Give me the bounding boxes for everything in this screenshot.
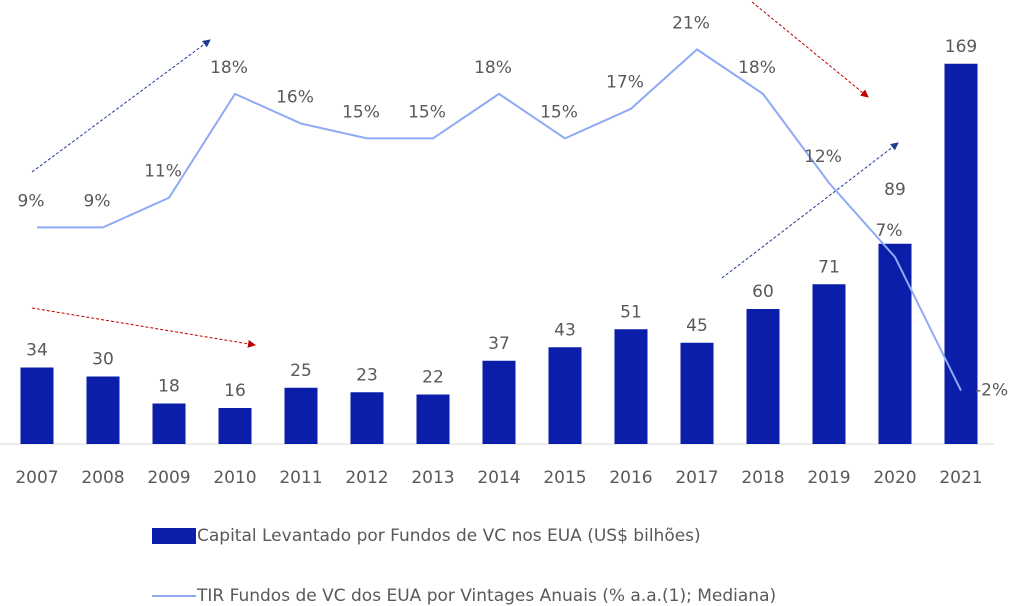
- bar-value-label: 37: [488, 334, 510, 354]
- x-tick-label: 2021: [939, 468, 982, 488]
- line-value-label: 17%: [606, 73, 644, 93]
- bar: [878, 243, 912, 444]
- bar: [350, 392, 384, 444]
- line-value-label: 9%: [84, 191, 111, 211]
- bar-value-label: 43: [554, 320, 576, 340]
- bar: [746, 309, 780, 444]
- x-tick-label: 2020: [873, 468, 916, 488]
- x-tick-label: 2017: [675, 468, 718, 488]
- bar-value-label: 60: [752, 282, 774, 302]
- bar: [548, 347, 582, 444]
- bar-value-label: 30: [92, 350, 114, 370]
- bar: [680, 342, 714, 444]
- bar-value-label: 25: [290, 361, 312, 381]
- bar-value-label: 51: [620, 302, 642, 322]
- bar-value-label: 18: [158, 377, 180, 397]
- line-value-label: 12%: [804, 147, 842, 167]
- x-tick-label: 2014: [477, 468, 520, 488]
- bar: [416, 394, 450, 444]
- bar-value-label: 45: [686, 316, 708, 336]
- bar: [152, 403, 186, 444]
- x-tick-label: 2008: [81, 468, 124, 488]
- x-tick-label: 2019: [807, 468, 850, 488]
- trend-arrow: [31, 39, 211, 173]
- bar: [614, 329, 648, 444]
- bar-value-label: 34: [26, 341, 48, 361]
- bar: [482, 360, 516, 444]
- line-value-label: 18%: [210, 58, 248, 78]
- bar-value-label: 169: [945, 37, 977, 57]
- x-tick-label: 2016: [609, 468, 652, 488]
- x-tick-label: 2010: [213, 468, 256, 488]
- line-value-label: 21%: [672, 13, 710, 33]
- line-value-label: 15%: [342, 102, 380, 122]
- line-value-label: 7%: [876, 221, 903, 241]
- trend-arrow: [721, 142, 899, 279]
- line-value-label: 16%: [276, 88, 314, 108]
- line-value-label: 15%: [408, 102, 446, 122]
- x-tick-label: 2013: [411, 468, 454, 488]
- trend-arrow: [31, 307, 256, 348]
- bar-value-label: 16: [224, 381, 246, 401]
- line-value-label: 15%: [540, 102, 578, 122]
- x-tick-label: 2009: [147, 468, 190, 488]
- line-value-label: 9%: [18, 191, 45, 211]
- trend-arrow: [751, 1, 869, 98]
- bar: [284, 387, 318, 444]
- bar: [812, 284, 846, 444]
- line-value-label: 11%: [144, 162, 182, 182]
- line-value-label: 18%: [738, 58, 776, 78]
- x-tick-label: 2011: [279, 468, 322, 488]
- legend-label: TIR Fundos de VC dos EUA por Vintages An…: [196, 586, 776, 606]
- bar: [944, 63, 978, 444]
- bar-value-label: 22: [422, 368, 444, 388]
- bar: [86, 376, 120, 444]
- line: [37, 48, 962, 392]
- legend-swatch: [152, 528, 196, 544]
- legend-label: Capital Levantado por Fundos de VC nos E…: [197, 526, 701, 546]
- x-tick-label: 2012: [345, 468, 388, 488]
- bar-value-label: 23: [356, 365, 378, 385]
- x-tick-label: 2007: [15, 468, 58, 488]
- bar-value-label: 89: [884, 180, 906, 200]
- bar-value-label: 71: [818, 257, 840, 277]
- line-value-label: 18%: [474, 58, 512, 78]
- line-value-label: -2%: [975, 381, 1008, 401]
- x-tick-label: 2015: [543, 468, 586, 488]
- x-tick-label: 2018: [741, 468, 784, 488]
- bar: [20, 367, 54, 444]
- bar: [218, 408, 252, 444]
